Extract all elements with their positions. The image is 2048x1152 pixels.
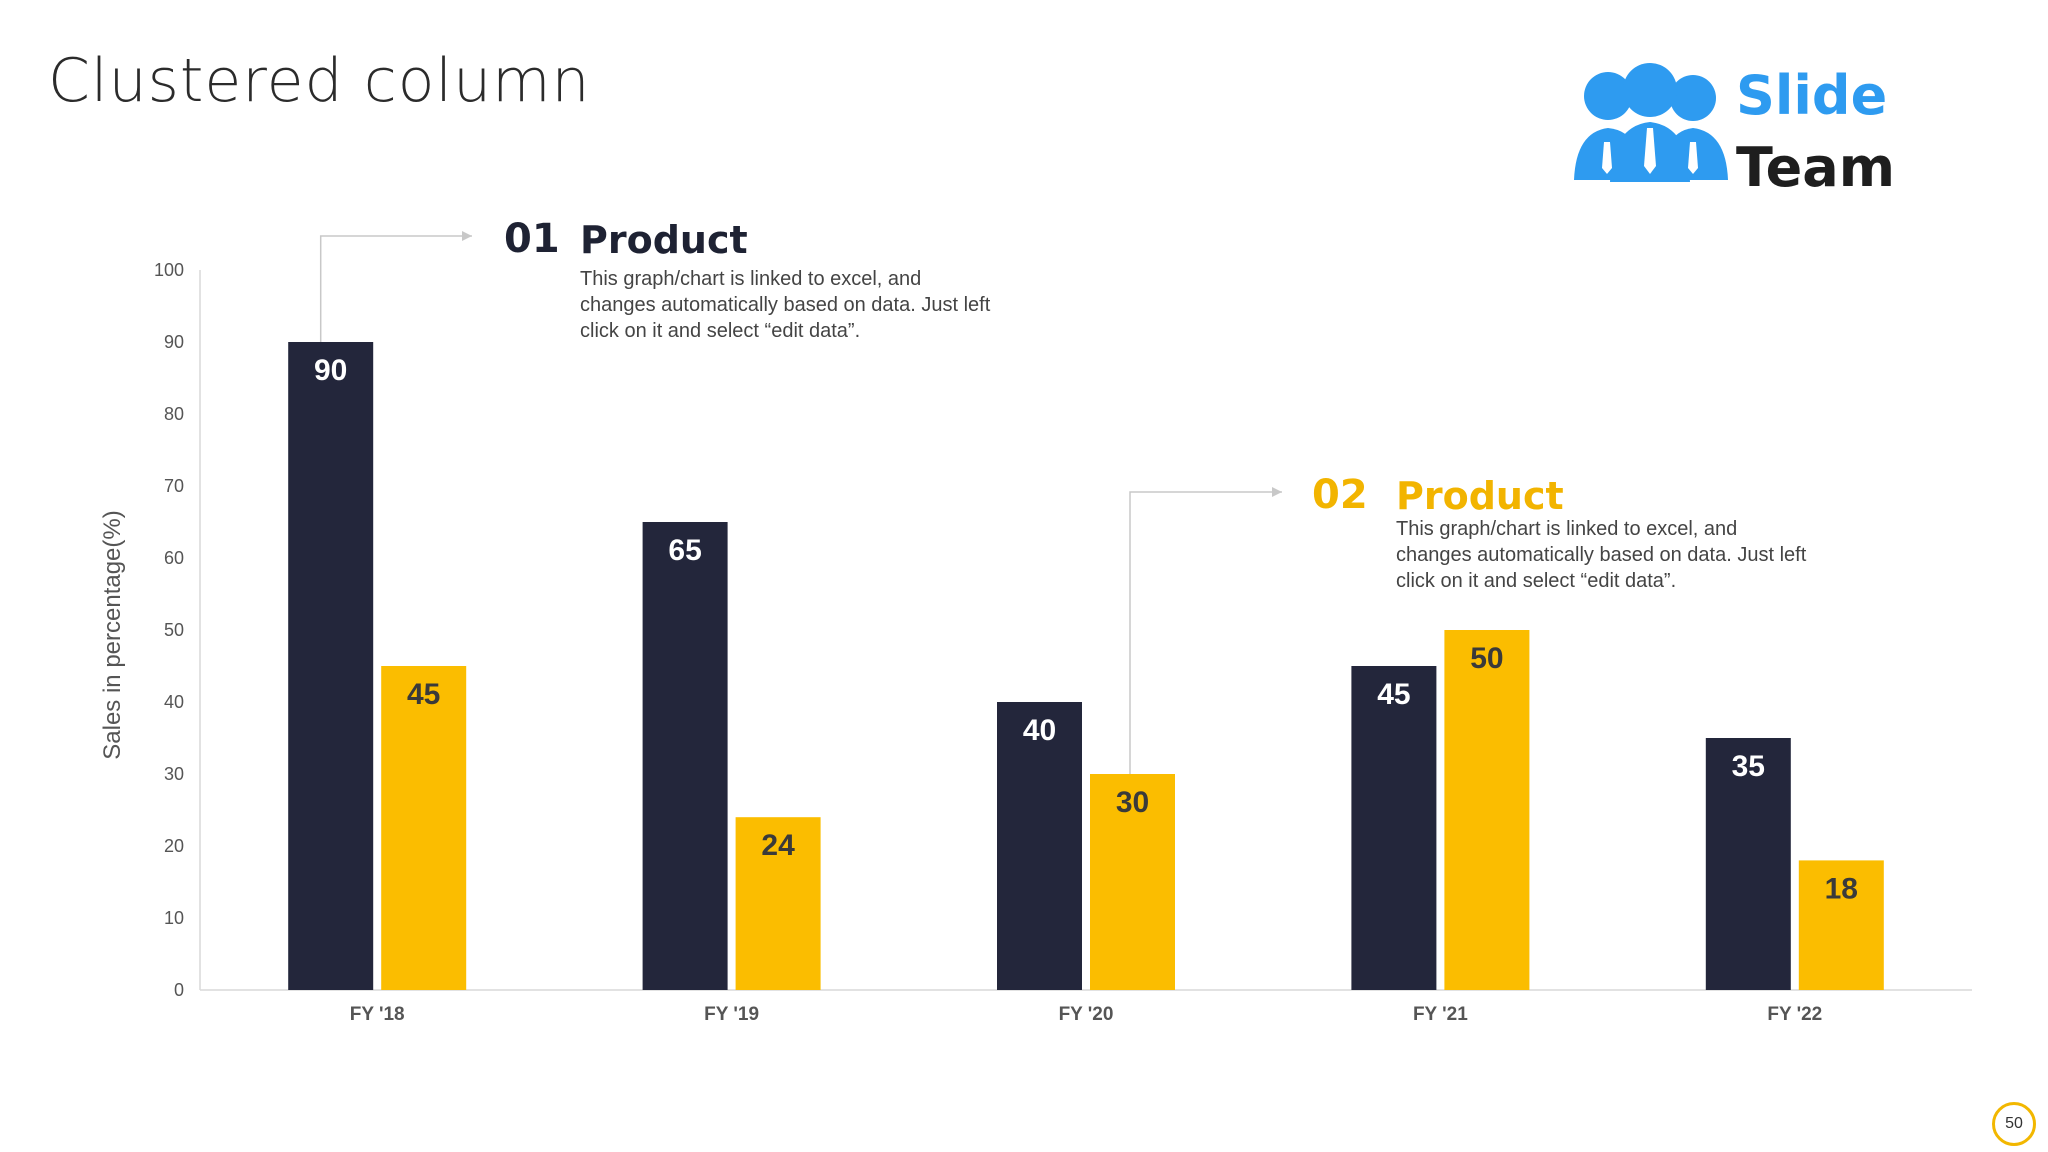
y-tick-label: 40 xyxy=(164,692,184,712)
x-tick-label: FY '21 xyxy=(1413,1004,1468,1025)
y-tick-label: 60 xyxy=(164,548,184,568)
y-tick-label: 0 xyxy=(174,980,184,1000)
bar-data-label: 40 xyxy=(1023,714,1056,747)
bar-data-label: 24 xyxy=(761,829,795,862)
bar-data-label: 35 xyxy=(1732,750,1765,783)
callout-title-02: Product xyxy=(1396,474,1564,518)
x-tick-label: FY '22 xyxy=(1767,1004,1822,1025)
callout-text-01: This graph/chart is linked to excel, and… xyxy=(580,268,991,342)
callout-title-01: Product xyxy=(580,218,748,262)
bar-data-label: 50 xyxy=(1470,642,1503,675)
bar-data-label: 90 xyxy=(314,354,347,387)
y-tick-label: 20 xyxy=(164,836,184,856)
callout-number-01: 01 xyxy=(504,216,560,262)
bar-product-02 xyxy=(1090,774,1175,990)
y-tick-label: 90 xyxy=(164,332,184,352)
callout-number-02: 02 xyxy=(1312,472,1368,518)
bar-product-02 xyxy=(1444,630,1530,990)
bar-product-01 xyxy=(1705,738,1791,990)
y-axis-label: Sales in percentage(%) xyxy=(99,510,126,759)
x-tick-label: FY '20 xyxy=(1059,1004,1114,1025)
y-tick-label: 10 xyxy=(164,908,184,928)
y-tick-label: 30 xyxy=(164,764,184,784)
bar-data-label: 30 xyxy=(1116,786,1149,819)
logo-word-team: Team xyxy=(1736,136,1895,199)
bar-product-02 xyxy=(1798,860,1884,990)
callout-02-arrowhead xyxy=(1272,487,1282,497)
bar-data-label: 45 xyxy=(1377,678,1410,711)
y-tick-label: 50 xyxy=(164,620,184,640)
logo-word-slide: Slide xyxy=(1736,64,1888,127)
bar-product-01 xyxy=(288,342,374,990)
bar-product-02 xyxy=(381,666,467,990)
bar-product-01 xyxy=(642,522,728,990)
slideteam-logo: Slide Team xyxy=(1568,56,1895,199)
slide-title: Clustered column xyxy=(48,46,591,116)
y-tick-label: 100 xyxy=(154,260,184,280)
bar-product-01 xyxy=(1351,666,1437,990)
bar-data-label: 65 xyxy=(668,534,701,567)
bar-product-02 xyxy=(735,817,821,990)
callout-connectors xyxy=(319,231,1282,774)
callout-02-connector xyxy=(1129,491,1282,774)
callout-01-arrowhead xyxy=(462,231,472,241)
x-tick-label: FY '18 xyxy=(350,1004,405,1025)
callout-text-02: This graph/chart is linked to excel, and… xyxy=(1396,518,1807,592)
bar-data-label: 18 xyxy=(1825,872,1858,905)
callout-01-connector xyxy=(319,235,472,342)
three-people-icon xyxy=(1574,63,1728,182)
y-tick-label: 80 xyxy=(164,404,184,424)
chart-bars: 90 45 65 24 40 30 45 50 35 18 xyxy=(288,342,1884,990)
page-number: 50 xyxy=(1992,1102,2036,1146)
y-tick-label: 70 xyxy=(164,476,184,496)
bar-product-01 xyxy=(997,702,1082,990)
x-tick-label: FY '19 xyxy=(704,1004,759,1025)
bar-data-label: 45 xyxy=(407,678,440,711)
chart-axes: 0 10 20 30 40 50 60 70 80 90 100 Sales in percentag… xyxy=(99,260,1972,1025)
